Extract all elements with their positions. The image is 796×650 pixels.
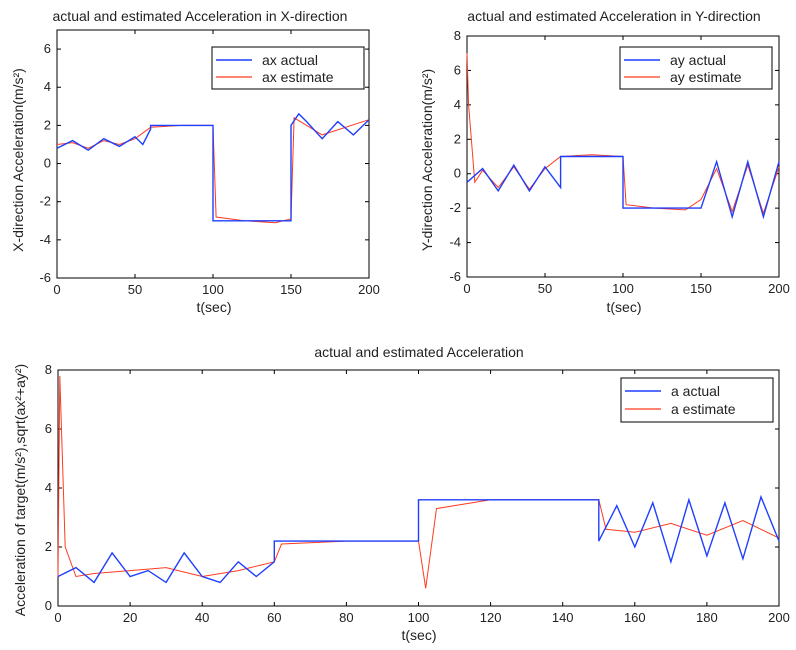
y-tick-label: 0 <box>454 166 461 181</box>
y-tick-label: 6 <box>44 41 51 56</box>
y-axis-label: X-direction Acceleration(m/s²) <box>10 68 26 252</box>
chart-total-acceleration: actual and estimated Acceleration 0 20 40 6… <box>12 344 790 643</box>
y-tick-label: 8 <box>454 28 461 43</box>
x-tick-label: 160 <box>624 610 646 625</box>
tick-marks <box>56 30 370 279</box>
x-tick-label: 50 <box>128 282 142 297</box>
legend-actual-label: ax actual <box>262 52 318 68</box>
x-tick-label: 200 <box>358 282 380 297</box>
chart-title: actual and estimated Acceleration in Y-d… <box>467 8 760 24</box>
x-tick-label: 0 <box>463 281 470 296</box>
y-tick-label: 6 <box>454 62 461 77</box>
y-tick-label: 0 <box>44 156 51 171</box>
y-axis-label: Y-direction Acceleration(m/s²) <box>419 69 435 251</box>
legend-estimate-label: a estimate <box>671 401 736 417</box>
x-axis-label: t(sec) <box>402 627 437 643</box>
chart-y-direction: actual and estimated Acceleration in Y-d… <box>419 8 790 315</box>
ay-actual-line <box>466 155 780 220</box>
x-tick-label: 100 <box>612 281 634 296</box>
x-tick-label: 180 <box>696 610 718 625</box>
x-tick-label: 120 <box>480 610 502 625</box>
y-tick-label: 6 <box>45 421 52 436</box>
legend: a actual a estimate <box>620 377 774 423</box>
x-tick-label: 0 <box>53 282 60 297</box>
y-tick-label: -6 <box>39 270 51 285</box>
x-tick-label: 200 <box>768 281 790 296</box>
x-tick-label: 50 <box>538 281 552 296</box>
legend-actual-label: ay actual <box>670 52 726 68</box>
x-tick-label: 100 <box>408 610 430 625</box>
x-tick-label: 0 <box>54 610 61 625</box>
x-tick-labels: 0 50 100 150 200 <box>53 282 379 297</box>
y-tick-label: 2 <box>454 131 461 146</box>
chart-title: actual and estimated Acceleration <box>314 344 523 360</box>
legend-box <box>211 46 365 90</box>
legend: ax actual ax estimate <box>211 46 365 90</box>
y-tick-label: 4 <box>454 97 461 112</box>
x-tick-label: 200 <box>768 610 790 625</box>
a-actual-line <box>57 494 780 584</box>
tick-marks <box>57 369 780 607</box>
x-tick-label: 80 <box>339 610 353 625</box>
chart-title: actual and estimated Acceleration in X-d… <box>53 8 348 24</box>
x-tick-label: 100 <box>202 282 224 297</box>
y-tick-label: 4 <box>45 480 52 495</box>
y-tick-label: -2 <box>449 200 461 215</box>
x-axis-label: t(sec) <box>197 299 232 315</box>
x-tick-label: 60 <box>267 610 281 625</box>
x-tick-label: 140 <box>552 610 574 625</box>
y-tick-label: 0 <box>45 598 52 613</box>
y-tick-label: 2 <box>45 539 52 554</box>
y-tick-label: -6 <box>449 269 461 284</box>
y-tick-label: -2 <box>39 194 51 209</box>
tick-marks <box>466 35 780 278</box>
legend-estimate-label: ax estimate <box>262 69 334 85</box>
y-tick-label: 4 <box>44 79 51 94</box>
y-axis-label: Acceleration of target(m/s²),sqrt(ax²+ay… <box>12 364 28 616</box>
x-tick-label: 150 <box>690 281 712 296</box>
chart-x-direction: actual and estimated Acceleration in X-d… <box>10 8 380 315</box>
y-tick-label: 8 <box>45 362 52 377</box>
legend: ay actual ay estimate <box>619 46 773 90</box>
x-tick-labels: 0 20 40 60 80 100 120 140 160 180 200 <box>54 610 789 625</box>
y-tick-label: 2 <box>44 117 51 132</box>
legend-actual-label: a actual <box>671 383 720 399</box>
x-tick-label: 150 <box>280 282 302 297</box>
y-tick-labels: -6 -4 -2 0 2 4 6 8 <box>449 28 461 284</box>
ax-actual-line <box>56 112 370 222</box>
y-tick-label: -4 <box>449 235 461 250</box>
x-tick-labels: 0 50 100 150 200 <box>463 281 789 296</box>
x-tick-label: 40 <box>195 610 209 625</box>
legend-box <box>620 377 774 423</box>
y-tick-label: -4 <box>39 232 51 247</box>
legend-estimate-label: ay estimate <box>670 69 742 85</box>
y-tick-labels: -6 -4 -2 0 2 4 6 <box>39 41 51 285</box>
x-tick-label: 20 <box>123 610 137 625</box>
y-tick-labels: 0 2 4 6 8 <box>45 362 52 613</box>
x-axis-label: t(sec) <box>607 299 642 315</box>
legend-box <box>619 46 773 90</box>
